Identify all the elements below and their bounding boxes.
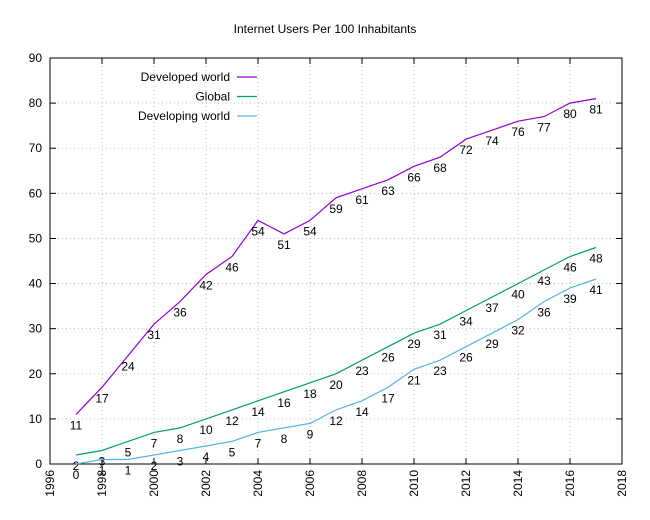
- data-label: 36: [537, 306, 551, 320]
- data-label: 37: [485, 301, 499, 315]
- y-tick-label: 70: [29, 141, 43, 155]
- data-label: 0: [73, 468, 80, 482]
- series-line-global: [75, 246, 597, 456]
- data-label: 43: [537, 274, 551, 288]
- data-label: 12: [329, 414, 343, 428]
- data-label: 41: [589, 283, 603, 297]
- data-label: 14: [251, 405, 265, 419]
- data-label: 9: [307, 427, 314, 441]
- data-label: 8: [177, 432, 184, 446]
- y-tick-label: 0: [35, 457, 42, 471]
- data-label: 36: [173, 306, 187, 320]
- plot-frame: [49, 57, 623, 465]
- data-label: 31: [147, 328, 161, 342]
- data-label: 10: [199, 423, 213, 437]
- y-tick-label: 60: [29, 186, 43, 200]
- y-tick-label: 10: [29, 412, 43, 426]
- grid: [50, 58, 622, 464]
- data-label: 32: [511, 324, 525, 338]
- data-label: 68: [433, 161, 447, 175]
- chart-title: Internet Users Per 100 Inhabitants: [233, 22, 417, 36]
- data-label: 8: [281, 432, 288, 446]
- data-label: 54: [303, 224, 317, 238]
- data-label: 46: [563, 260, 577, 274]
- data-label: 14: [355, 405, 369, 419]
- data-label: 61: [355, 193, 369, 207]
- data-label: 39: [563, 292, 577, 306]
- data-label: 7: [151, 436, 158, 450]
- data-label: 26: [381, 351, 395, 365]
- data-label: 1: [99, 463, 106, 477]
- y-tick-label: 40: [29, 277, 43, 291]
- data-label: 11: [70, 418, 83, 432]
- data-label: 3: [99, 454, 106, 468]
- data-label: 12: [225, 414, 239, 428]
- data-label: 29: [407, 337, 421, 351]
- x-tick-label: 2002: [199, 470, 213, 497]
- data-label: 51: [277, 238, 291, 252]
- data-label: 1: [125, 463, 132, 477]
- x-tick-label: 2004: [251, 470, 265, 497]
- data-label: 46: [225, 260, 239, 274]
- data-label: 4: [203, 450, 210, 464]
- data-label: 17: [95, 391, 109, 405]
- data-label: 7: [255, 436, 262, 450]
- data-label: 59: [329, 202, 343, 216]
- data-label: 5: [125, 445, 132, 459]
- series-line-developing-world: [75, 278, 597, 465]
- data-label: 3: [177, 454, 184, 468]
- series-line-developed-world: [75, 98, 597, 415]
- y-tick-label: 20: [29, 367, 43, 381]
- data-label: 17: [381, 391, 395, 405]
- legend-label: Global: [195, 90, 230, 104]
- x-tick-label: 2016: [563, 470, 577, 497]
- data-label: 34: [459, 315, 473, 329]
- x-tick-label: 1996: [43, 470, 57, 497]
- x-tick-label: 2008: [355, 470, 369, 497]
- y-tick-label: 80: [29, 96, 43, 110]
- y-tick-label: 50: [29, 231, 43, 245]
- data-label: 18: [303, 387, 317, 401]
- data-label: 23: [433, 364, 447, 378]
- data-label: 21: [407, 373, 421, 387]
- x-tick-label: 2006: [303, 470, 317, 497]
- data-label: 81: [589, 103, 603, 117]
- data-label: 74: [485, 134, 499, 148]
- x-tick-label: 1998: [95, 470, 109, 497]
- data-label: 20: [329, 378, 343, 392]
- data-label: 2: [151, 459, 158, 473]
- x-tick-label: 2000: [147, 470, 161, 497]
- data-label: 24: [121, 360, 135, 374]
- data-label: 42: [199, 279, 213, 293]
- data-label: 48: [589, 251, 603, 265]
- data-labels-developed-world: 11 17 24 31 36 42 46 54 51 54 59 61 63 66 68 72 74 76 77 80…: [70, 103, 603, 433]
- legend: Developed world Global Developing world: [138, 70, 257, 123]
- legend-label: Developed world: [141, 70, 230, 84]
- data-label: 40: [511, 288, 525, 302]
- data-label: 72: [459, 143, 473, 157]
- data-label: 2: [73, 459, 80, 473]
- data-label: 26: [459, 351, 473, 365]
- x-tick-label: 2018: [615, 470, 629, 497]
- x-tick-label: 2012: [459, 470, 473, 497]
- data-label: 77: [537, 121, 551, 135]
- data-label: 5: [229, 445, 236, 459]
- data-label: 54: [251, 224, 265, 238]
- x-tick-label: 2014: [511, 470, 525, 497]
- data-label: 23: [355, 364, 369, 378]
- legend-label: Developing world: [138, 109, 230, 123]
- data-label: 63: [381, 184, 395, 198]
- y-tick-label: 30: [29, 322, 43, 336]
- x-tick-label: 2010: [407, 470, 421, 497]
- data-label: 80: [563, 107, 577, 121]
- y-tick-label: 90: [29, 51, 43, 65]
- data-label: 66: [407, 170, 421, 184]
- data-label: 16: [277, 396, 291, 410]
- data-label: 76: [511, 125, 525, 139]
- data-label: 29: [485, 337, 499, 351]
- data-label: 31: [433, 328, 447, 342]
